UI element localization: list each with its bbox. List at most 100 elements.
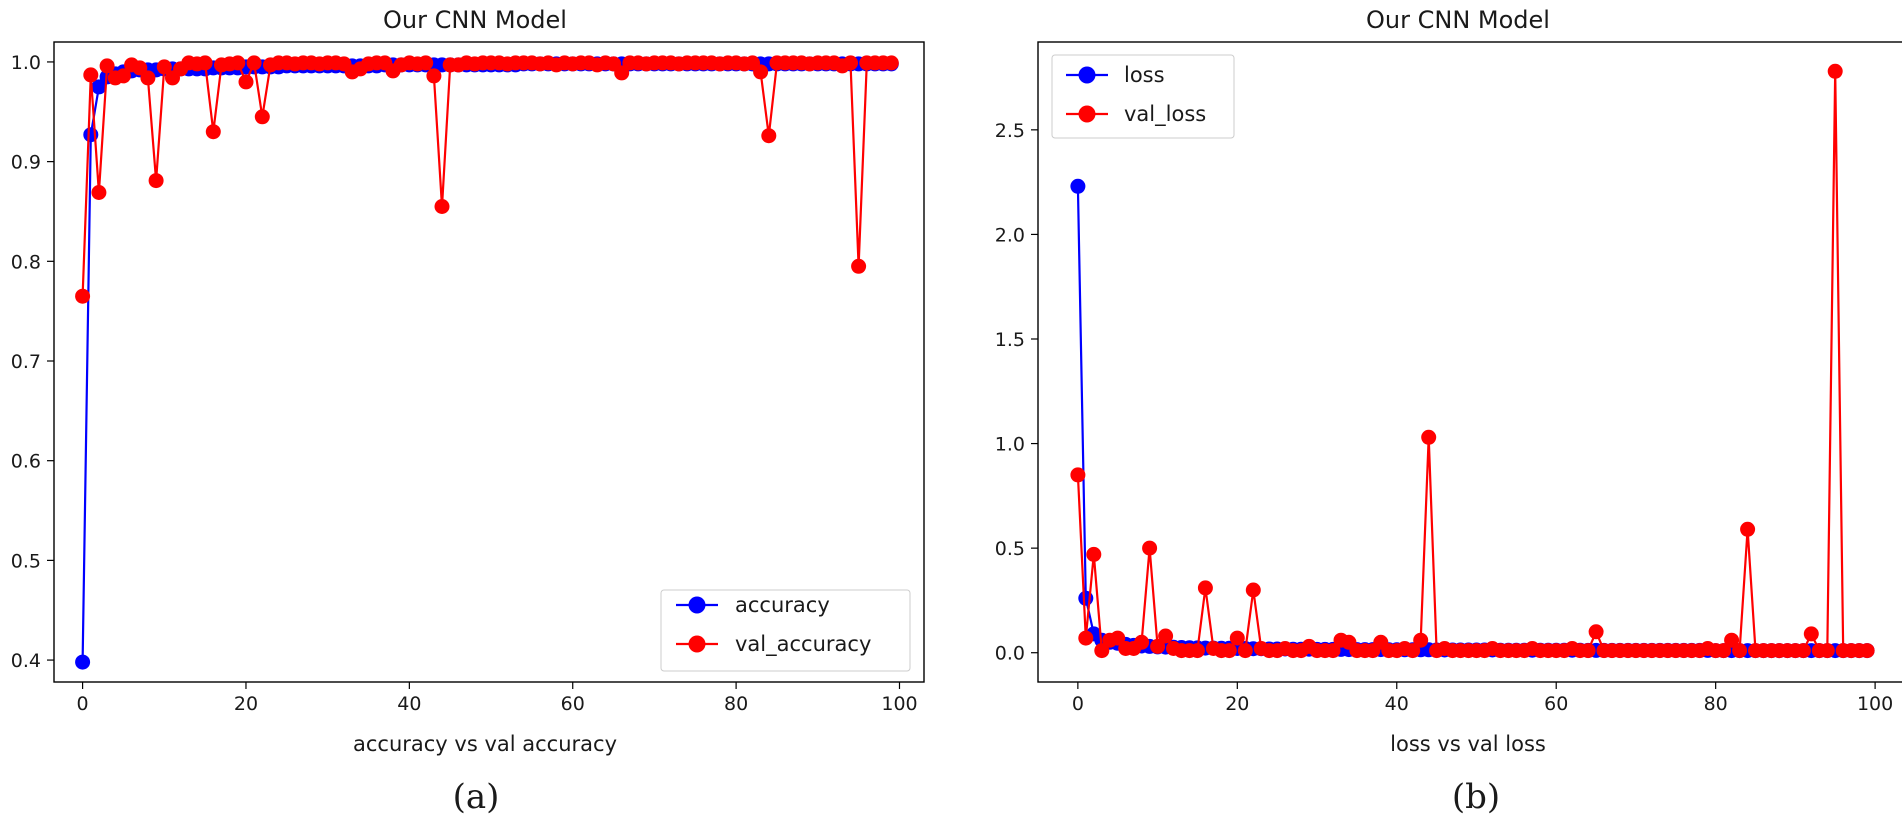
series-line-val-accuracy xyxy=(81,61,892,297)
data-point-val-loss xyxy=(1588,624,1604,640)
x-tick-label: 100 xyxy=(881,693,917,715)
series-line-val-loss xyxy=(1076,70,1868,652)
data-point-val-loss xyxy=(1150,638,1166,654)
x-tick-label: 40 xyxy=(397,693,421,715)
series-line-accuracy xyxy=(81,62,892,663)
legend-label-loss: loss xyxy=(1124,63,1165,87)
data-point-val-accuracy xyxy=(418,55,434,71)
y-tick-label: 0.0 xyxy=(995,643,1025,665)
series-line-loss xyxy=(1076,186,1868,652)
data-point-val-loss xyxy=(1724,632,1740,648)
data-point-val-accuracy xyxy=(238,74,254,90)
data-point-val-accuracy xyxy=(230,55,246,71)
data-point-val-accuracy xyxy=(851,258,867,274)
data-point-val-loss xyxy=(1405,643,1421,659)
x-axis-label: loss vs val loss xyxy=(1390,732,1546,756)
data-point-val-loss xyxy=(1421,429,1437,445)
legend-label-accuracy: accuracy xyxy=(735,593,830,617)
y-tick-label: 0.8 xyxy=(11,251,41,273)
data-point-val-loss xyxy=(1740,521,1756,537)
data-point-val-accuracy xyxy=(426,68,442,84)
data-point-val-loss xyxy=(1094,643,1110,659)
legend-marker-accuracy xyxy=(688,596,706,614)
chart-title: Our CNN Model xyxy=(1366,6,1550,34)
figure-caption: (b) xyxy=(1452,777,1500,817)
x-tick-label: 40 xyxy=(1385,693,1409,715)
data-point-val-loss xyxy=(1158,628,1174,644)
legend-label-val-loss: val_loss xyxy=(1124,102,1206,127)
data-point-val-loss xyxy=(1086,546,1102,562)
y-tick-label: 1.5 xyxy=(995,329,1025,351)
y-tick-label: 0.5 xyxy=(11,550,41,572)
legend-box xyxy=(660,589,911,672)
legend: loss val_loss xyxy=(1051,54,1235,139)
data-point-val-accuracy xyxy=(254,109,270,125)
data-point-val-loss xyxy=(1197,580,1213,596)
legend-marker-val-loss xyxy=(1078,105,1096,123)
y-tick-label: 0.6 xyxy=(11,451,41,473)
data-point-val-loss xyxy=(1827,63,1843,79)
data-point-val-accuracy xyxy=(115,68,131,84)
data-point-val-loss xyxy=(1803,626,1819,642)
data-point-val-accuracy xyxy=(132,60,148,76)
plot-frame xyxy=(1037,41,1902,683)
data-point-val-accuracy xyxy=(246,55,262,71)
data-point-val-loss xyxy=(1142,540,1158,556)
legend-label-val-accuracy: val_accuracy xyxy=(735,632,871,657)
legend-marker-val-accuracy xyxy=(688,635,706,653)
x-tick-label: 60 xyxy=(561,693,585,715)
data-point-val-accuracy xyxy=(614,65,630,81)
data-point-val-loss xyxy=(1325,643,1341,659)
data-point-val-loss xyxy=(1110,630,1126,646)
data-point-val-accuracy xyxy=(156,59,172,75)
data-point-val-loss xyxy=(1732,643,1748,659)
legend-marker-loss xyxy=(1078,66,1096,84)
data-point-val-accuracy xyxy=(753,64,769,80)
data-point-val-accuracy xyxy=(91,185,107,200)
legend: accuracy val_accuracy xyxy=(660,589,911,672)
data-point-val-accuracy xyxy=(140,70,156,86)
data-point-val-accuracy xyxy=(883,55,899,71)
data-point-val-loss xyxy=(1245,582,1261,598)
data-point-val-loss xyxy=(1716,643,1732,659)
data-point-val-accuracy xyxy=(843,55,858,71)
y-tick-label: 1.0 xyxy=(11,52,41,74)
chart-title: Our CNN Model xyxy=(383,6,567,34)
data-point-val-loss xyxy=(1580,643,1596,659)
data-point-val-accuracy xyxy=(75,288,91,304)
data-point-val-loss xyxy=(1070,467,1086,483)
y-tick-label: 0.9 xyxy=(11,152,41,174)
x-tick-label: 0 xyxy=(1072,693,1084,715)
figure-caption: (a) xyxy=(453,777,500,817)
plot-frame xyxy=(53,41,925,683)
data-point-accuracy xyxy=(91,79,107,95)
data-point-val-loss xyxy=(1221,643,1237,659)
y-tick-label: 0.5 xyxy=(995,538,1025,560)
y-tick-label: 0.4 xyxy=(11,650,41,672)
data-point-val-loss xyxy=(1413,632,1429,648)
x-tick-label: 0 xyxy=(77,693,89,715)
x-tick-label: 20 xyxy=(1225,693,1249,715)
data-point-val-loss xyxy=(1229,630,1245,646)
data-point-val-loss xyxy=(1237,643,1253,659)
accuracy-chart: Our CNN Model 0 20 40 60 80 100 0.4 0.5 0.6 0.7 0.… xyxy=(11,6,925,817)
y-tick-label: 2.0 xyxy=(995,224,1025,246)
y-tick-label: 1.0 xyxy=(995,434,1025,456)
data-point-val-loss xyxy=(1859,643,1875,659)
x-tick-label: 60 xyxy=(1544,693,1568,715)
data-point-val-accuracy xyxy=(83,67,99,83)
x-axis-label: accuracy vs val accuracy xyxy=(353,732,617,756)
x-tick-label: 20 xyxy=(234,693,258,715)
data-point-val-loss xyxy=(1078,630,1094,646)
data-point-val-accuracy xyxy=(205,124,221,140)
data-point-val-loss xyxy=(1189,643,1205,659)
x-tick-label: 80 xyxy=(724,693,748,715)
loss-chart: Our CNN Model 0 20 40 60 80 100 0.0 0.5 1.0 1.5 2.… xyxy=(995,6,1902,817)
data-point-val-loss xyxy=(1819,643,1835,659)
y-tick-label: 0.7 xyxy=(11,351,41,373)
data-point-val-loss xyxy=(1795,643,1811,659)
data-point-val-loss xyxy=(1134,634,1150,650)
x-tick-label: 80 xyxy=(1704,693,1728,715)
data-point-val-accuracy xyxy=(148,173,164,189)
data-point-val-accuracy xyxy=(99,58,115,74)
